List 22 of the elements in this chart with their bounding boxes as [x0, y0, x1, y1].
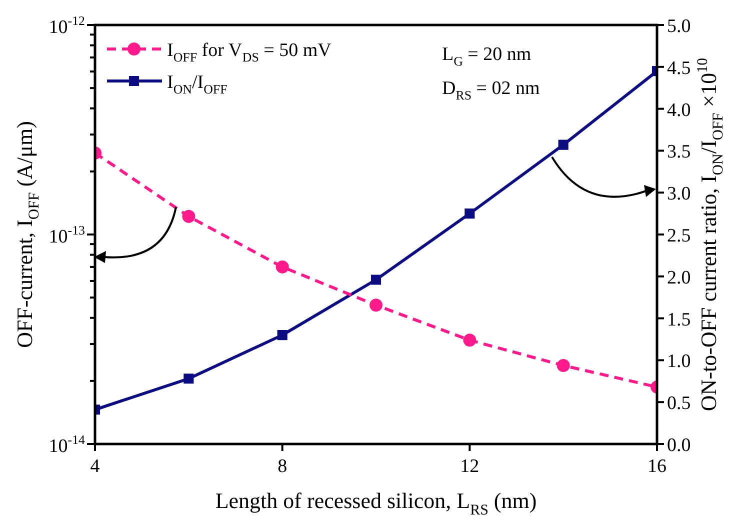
x-tick-label: 12: [460, 456, 480, 477]
point: [182, 210, 196, 223]
point: [556, 358, 570, 372]
x-tick-label: 16: [648, 456, 666, 477]
x-tick-label: 4: [90, 456, 100, 477]
y2-tick-label: 0.0: [667, 435, 691, 456]
y2-tick-label: 5.0: [667, 16, 691, 37]
point: [370, 298, 382, 312]
y2-tick-label: 1.5: [667, 309, 691, 330]
y-axis-title: OFF-current, IOFF (A/μm): [12, 121, 43, 348]
y2-tick-label: 1.0: [667, 351, 691, 372]
y2-tick-label: 2.5: [667, 226, 691, 246]
y2-tick-label: 3.5: [667, 142, 691, 163]
y2-axis-title: ON-to-OFF current ratio, ION/IOFF ×1010: [694, 58, 727, 412]
y2-tick-label: 4.5: [667, 58, 691, 79]
x-tick-label: 8: [278, 456, 288, 477]
point: [276, 260, 289, 274]
y2-tick-label: 4.0: [667, 100, 691, 121]
y2-tick-label: 2.0: [667, 267, 691, 288]
y2-tick-label: 3.0: [667, 184, 691, 205]
y2-tick-label: 0.5: [667, 393, 691, 414]
point: [463, 334, 476, 347]
